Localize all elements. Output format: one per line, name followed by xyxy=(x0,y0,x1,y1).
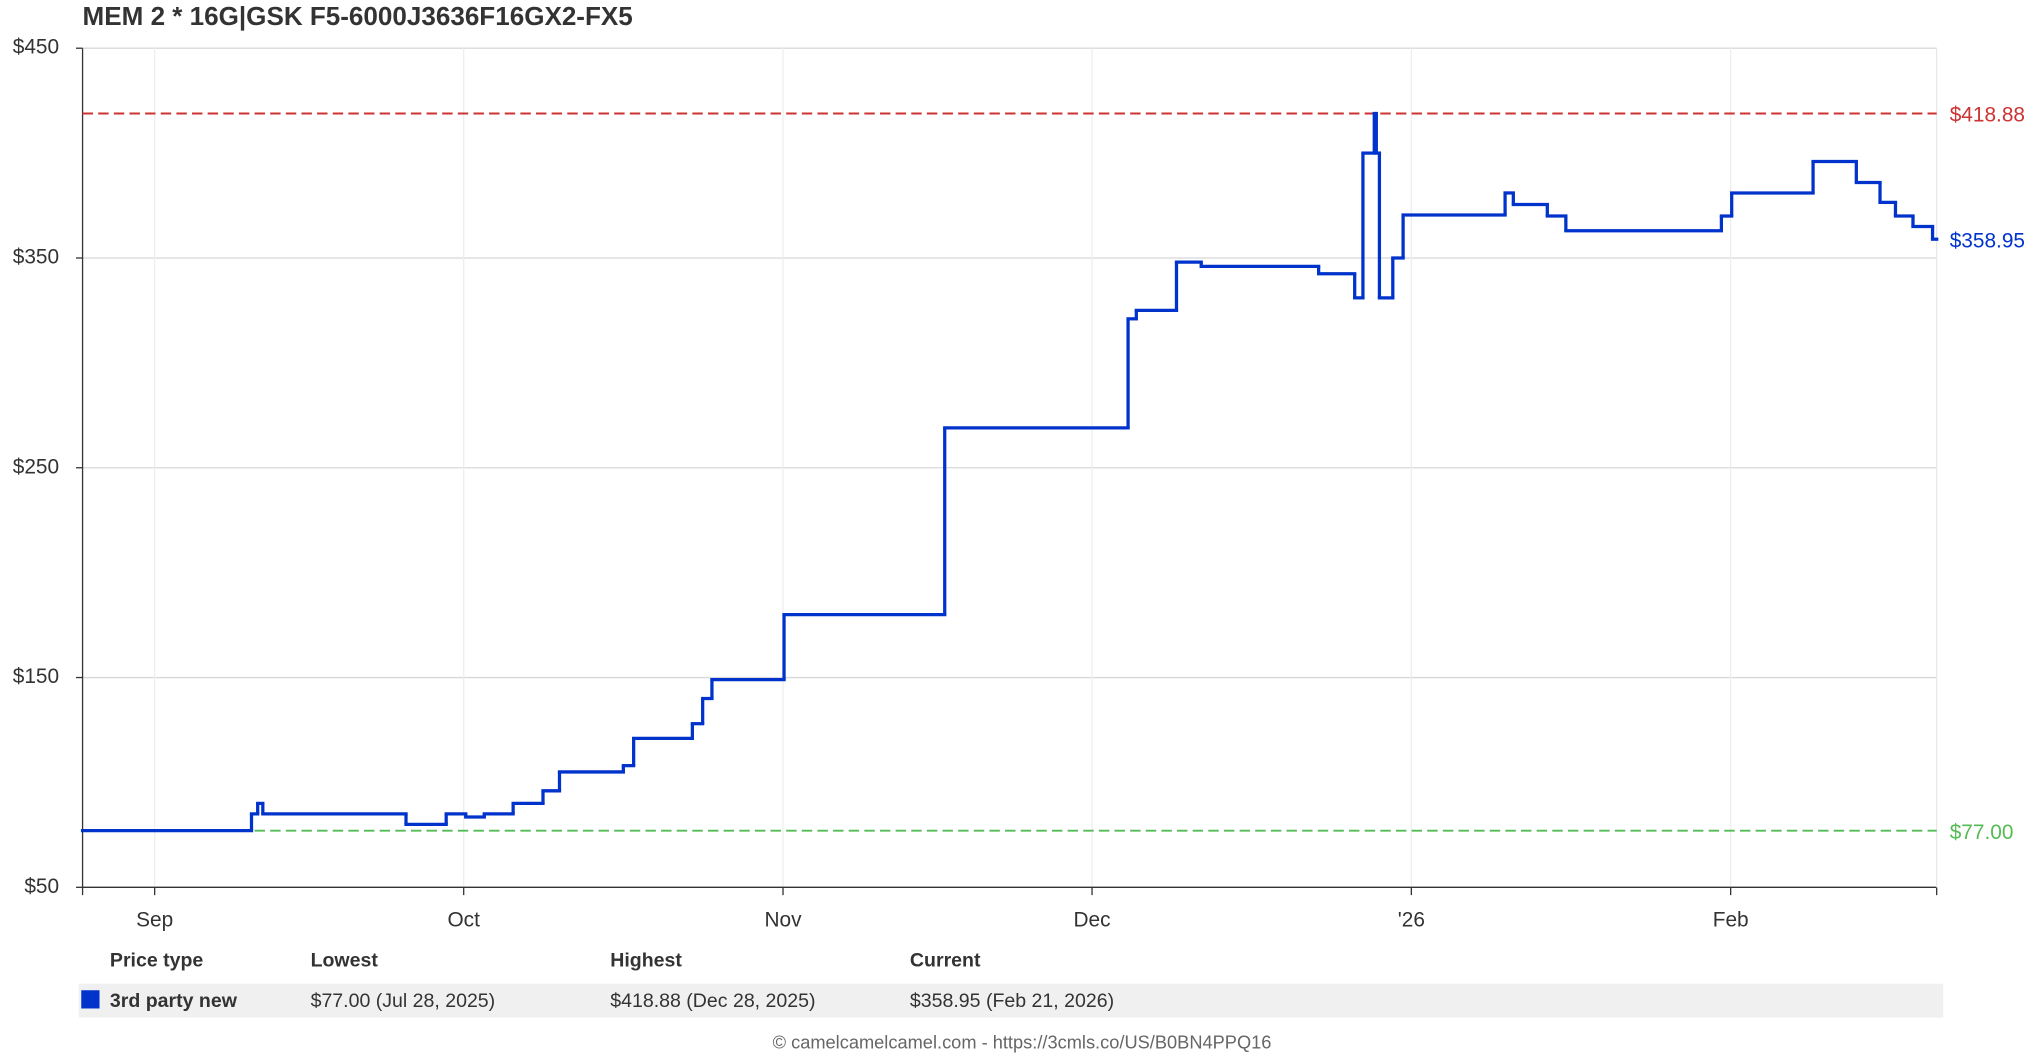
x-tick-label: Sep xyxy=(136,909,173,932)
x-tick-label: Feb xyxy=(1713,909,1749,932)
x-tick-label: Dec xyxy=(1074,909,1111,932)
table-header: Lowest xyxy=(311,950,379,972)
table-cell: $358.95 (Feb 21, 2026) xyxy=(910,990,1114,1012)
table-row-background xyxy=(78,983,1944,1018)
current-price-label: $358.95 xyxy=(1950,229,2025,252)
table-cell: 3rd party new xyxy=(110,990,238,1012)
table-header: Current xyxy=(910,950,981,972)
reference-label: $418.88 xyxy=(1950,104,2025,127)
reference-label: $77.00 xyxy=(1950,821,2014,844)
x-tick-label: '26 xyxy=(1398,909,1425,932)
x-tick-label: Nov xyxy=(764,909,802,932)
table-header: Price type xyxy=(110,950,204,972)
y-tick-label: $150 xyxy=(13,665,59,688)
footer: © camelcamelcamel.com - https://3cmls.co… xyxy=(773,1031,1272,1052)
table-cell: $418.88 (Dec 28, 2025) xyxy=(610,990,815,1012)
table-header: Highest xyxy=(610,950,682,972)
y-tick-label: $50 xyxy=(24,875,59,898)
x-tick-label: Oct xyxy=(447,909,480,932)
chart-title: MEM 2 * 16G|GSK F5-6000J3636F16GX2-FX5 xyxy=(83,1,633,31)
y-tick-label: $350 xyxy=(13,245,59,268)
y-tick-label: $450 xyxy=(13,36,59,59)
table-cell: $77.00 (Jul 28, 2025) xyxy=(311,990,496,1012)
legend-swatch xyxy=(81,990,100,1009)
y-tick-label: $250 xyxy=(13,455,59,478)
